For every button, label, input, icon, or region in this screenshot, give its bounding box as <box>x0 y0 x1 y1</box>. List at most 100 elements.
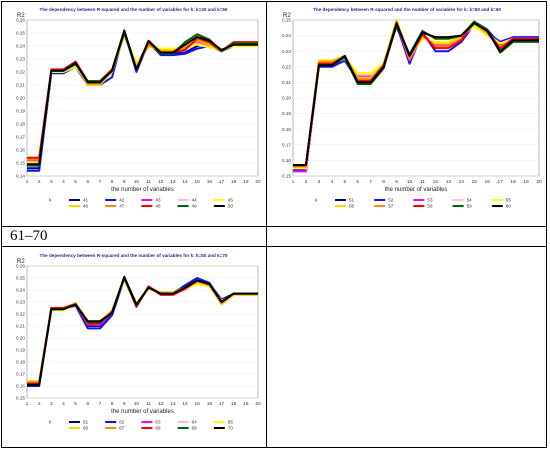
x-tick-label: 14 <box>459 179 465 185</box>
x-tick-label: 18 <box>231 179 237 185</box>
y-tick-label: 0.18 <box>16 360 25 365</box>
x-tick-label: 2 <box>38 401 41 407</box>
x-tick-label: 15 <box>472 179 478 185</box>
x-tick-label: 3 <box>318 179 321 185</box>
y-tick-label: 0.25 <box>16 31 25 36</box>
x-tick-label: 2 <box>305 179 308 185</box>
legend-entry-k42: 42 <box>119 198 125 203</box>
x-tick-label: 15 <box>195 179 201 185</box>
x-tick-label: 5 <box>74 401 77 407</box>
y-tick-label: 0.18 <box>282 127 291 132</box>
legend-entry-k41: 41 <box>83 198 89 203</box>
x-tick-label: 17 <box>497 179 503 185</box>
y-axis-label: R2 <box>283 13 291 19</box>
series-line-k60 <box>293 22 539 167</box>
y-tick-label: 0.20 <box>16 96 25 101</box>
x-tick-label: 15 <box>195 401 201 407</box>
x-tick-label: 16 <box>207 401 213 407</box>
legend-entry-k44: 44 <box>192 198 198 203</box>
y-tick-label: 0.15 <box>16 161 25 166</box>
y-tick-label: 0.20 <box>16 336 25 341</box>
y-tick-label: 0.19 <box>16 109 25 114</box>
legend-entry-k70: 70 <box>228 426 234 431</box>
x-tick-label: 16 <box>485 179 491 185</box>
y-tick-label: 0.19 <box>16 348 25 353</box>
y-tick-label: 0.16 <box>16 148 25 153</box>
x-tick-label: 4 <box>62 179 65 185</box>
x-tick-label: 11 <box>420 179 425 185</box>
legend-entry-k55: 55 <box>506 198 512 203</box>
y-tick-label: 0.16 <box>282 158 291 163</box>
y-tick-label: 0.18 <box>16 122 25 127</box>
x-tick-label: 8 <box>382 179 385 185</box>
chart-title: The dependency between R-squared and the… <box>40 253 228 258</box>
y-tick-label: 0.14 <box>16 174 25 179</box>
chart-title: The dependency between R-squared and the… <box>313 7 501 12</box>
x-tick-label: 11 <box>146 401 151 407</box>
legend-entry-k68: 68 <box>155 426 161 431</box>
cell-divider-vertical <box>266 1 267 448</box>
x-tick-label: 10 <box>407 179 413 185</box>
legend-entry-k65: 65 <box>228 420 234 425</box>
cell-divider-horizontal-bottom <box>1 246 547 247</box>
chart-panel-k40-k50: The dependency between R-squared and the… <box>3 3 264 224</box>
x-tick-label: 7 <box>99 179 102 185</box>
x-tick-label: 10 <box>134 179 140 185</box>
legend-title: k <box>49 198 52 203</box>
x-axis-label: the number of variables <box>111 409 174 415</box>
y-tick-label: 0.24 <box>16 288 25 293</box>
x-tick-label: 20 <box>536 179 542 185</box>
legend-title: k <box>315 198 318 203</box>
y-axis-label: R2 <box>17 259 25 265</box>
y-tick-label: 0.22 <box>16 312 25 317</box>
legend-entry-k43: 43 <box>155 198 161 203</box>
x-tick-label: 8 <box>111 401 114 407</box>
legend-title: k <box>49 420 52 425</box>
y-tick-label: 0.23 <box>16 300 25 305</box>
legend-entry-k50: 50 <box>228 204 234 209</box>
legend-entry-k47: 47 <box>119 204 125 209</box>
x-tick-label: 20 <box>255 179 261 185</box>
legend-entry-k57: 57 <box>388 204 394 209</box>
y-tick-label: 0.23 <box>282 49 291 54</box>
legend-entry-k49: 49 <box>192 204 198 209</box>
y-tick-label: 0.19 <box>282 111 291 116</box>
series-line-k70 <box>27 275 258 386</box>
chart-svg: The dependency between R-squared and the… <box>16 7 261 209</box>
legend-entry-k54: 54 <box>467 198 473 203</box>
legend-entry-k48: 48 <box>155 204 161 209</box>
chart-panel-k50-k60: The dependency between R-squared and the… <box>269 3 545 224</box>
y-tick-label: 0.24 <box>282 33 291 38</box>
legend-entry-k61: 61 <box>83 420 89 425</box>
x-tick-label: 3 <box>50 179 53 185</box>
x-tick-label: 17 <box>219 401 225 407</box>
x-axis-label: the number of variables <box>385 187 448 193</box>
x-tick-label: 18 <box>231 401 237 407</box>
x-tick-label: 1 <box>292 179 295 185</box>
x-tick-label: 9 <box>395 179 398 185</box>
x-tick-label: 5 <box>74 179 77 185</box>
x-tick-label: 19 <box>523 179 529 185</box>
y-tick-label: 0.17 <box>16 372 25 377</box>
legend-entry-k51: 51 <box>349 198 355 203</box>
y-tick-label: 0.15 <box>16 396 25 401</box>
x-tick-label: 13 <box>170 401 176 407</box>
x-tick-label: 7 <box>369 179 372 185</box>
x-tick-label: 17 <box>219 179 225 185</box>
x-tick-label: 4 <box>62 401 65 407</box>
y-tick-label: 0.17 <box>16 135 25 140</box>
y-tick-label: 0.26 <box>16 264 25 269</box>
x-axis-label: the number of variables <box>111 187 174 193</box>
x-tick-label: 7 <box>99 401 102 407</box>
y-axis-label: R2 <box>17 13 25 19</box>
legend-entry-k46: 46 <box>83 204 89 209</box>
x-tick-label: 4 <box>331 179 334 185</box>
chart-panel-k60-k70: The dependency between R-squared and the… <box>3 249 264 446</box>
x-tick-label: 12 <box>433 179 439 185</box>
legend-entry-k53: 53 <box>427 198 433 203</box>
chart-svg: The dependency between R-squared and the… <box>282 7 542 209</box>
y-tick-label: 0.17 <box>282 142 291 147</box>
legend-entry-k60: 60 <box>506 204 512 209</box>
x-tick-label: 8 <box>111 179 114 185</box>
legend-entry-k64: 64 <box>192 420 198 425</box>
